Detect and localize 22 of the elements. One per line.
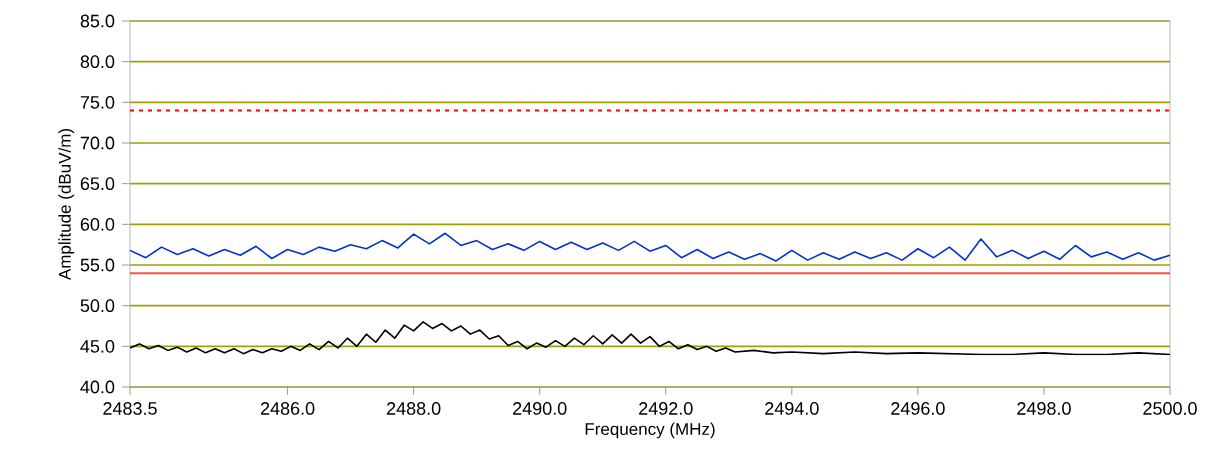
x-tick-label: 2492.0 [639, 402, 693, 415]
x-tick-label: 2486.0 [260, 402, 315, 415]
y-tick-label: 55.0 [80, 258, 115, 272]
x-tick-label: 2490.0 [513, 402, 567, 415]
y-tick-label: 40.0 [80, 380, 115, 394]
y-axis-title: Amplitude (dBuV/m) [58, 129, 75, 281]
y-tick-label: 45.0 [80, 339, 115, 353]
x-tick-label: 2500.0 [1143, 402, 1197, 415]
x-tick-label: 2496.0 [891, 402, 945, 415]
y-tick-label: 60.0 [80, 217, 115, 231]
x-axis-title: Frequency (MHz) [585, 422, 715, 439]
y-tick-label: 65.0 [80, 177, 115, 191]
x-tick-label: 2498.0 [1017, 402, 1071, 415]
x-tick-label: 2483.5 [103, 402, 157, 415]
y-tick-label: 75.0 [80, 95, 115, 109]
x-tick-label: 2494.0 [765, 402, 819, 415]
y-tick-label: 85.0 [80, 14, 115, 28]
y-tick-label: 50.0 [80, 299, 115, 313]
y-tick-label: 80.0 [80, 55, 115, 69]
y-tick-label: 70.0 [80, 136, 115, 150]
x-tick-label: 2488.0 [387, 402, 441, 415]
line-series [130, 232, 1171, 262]
